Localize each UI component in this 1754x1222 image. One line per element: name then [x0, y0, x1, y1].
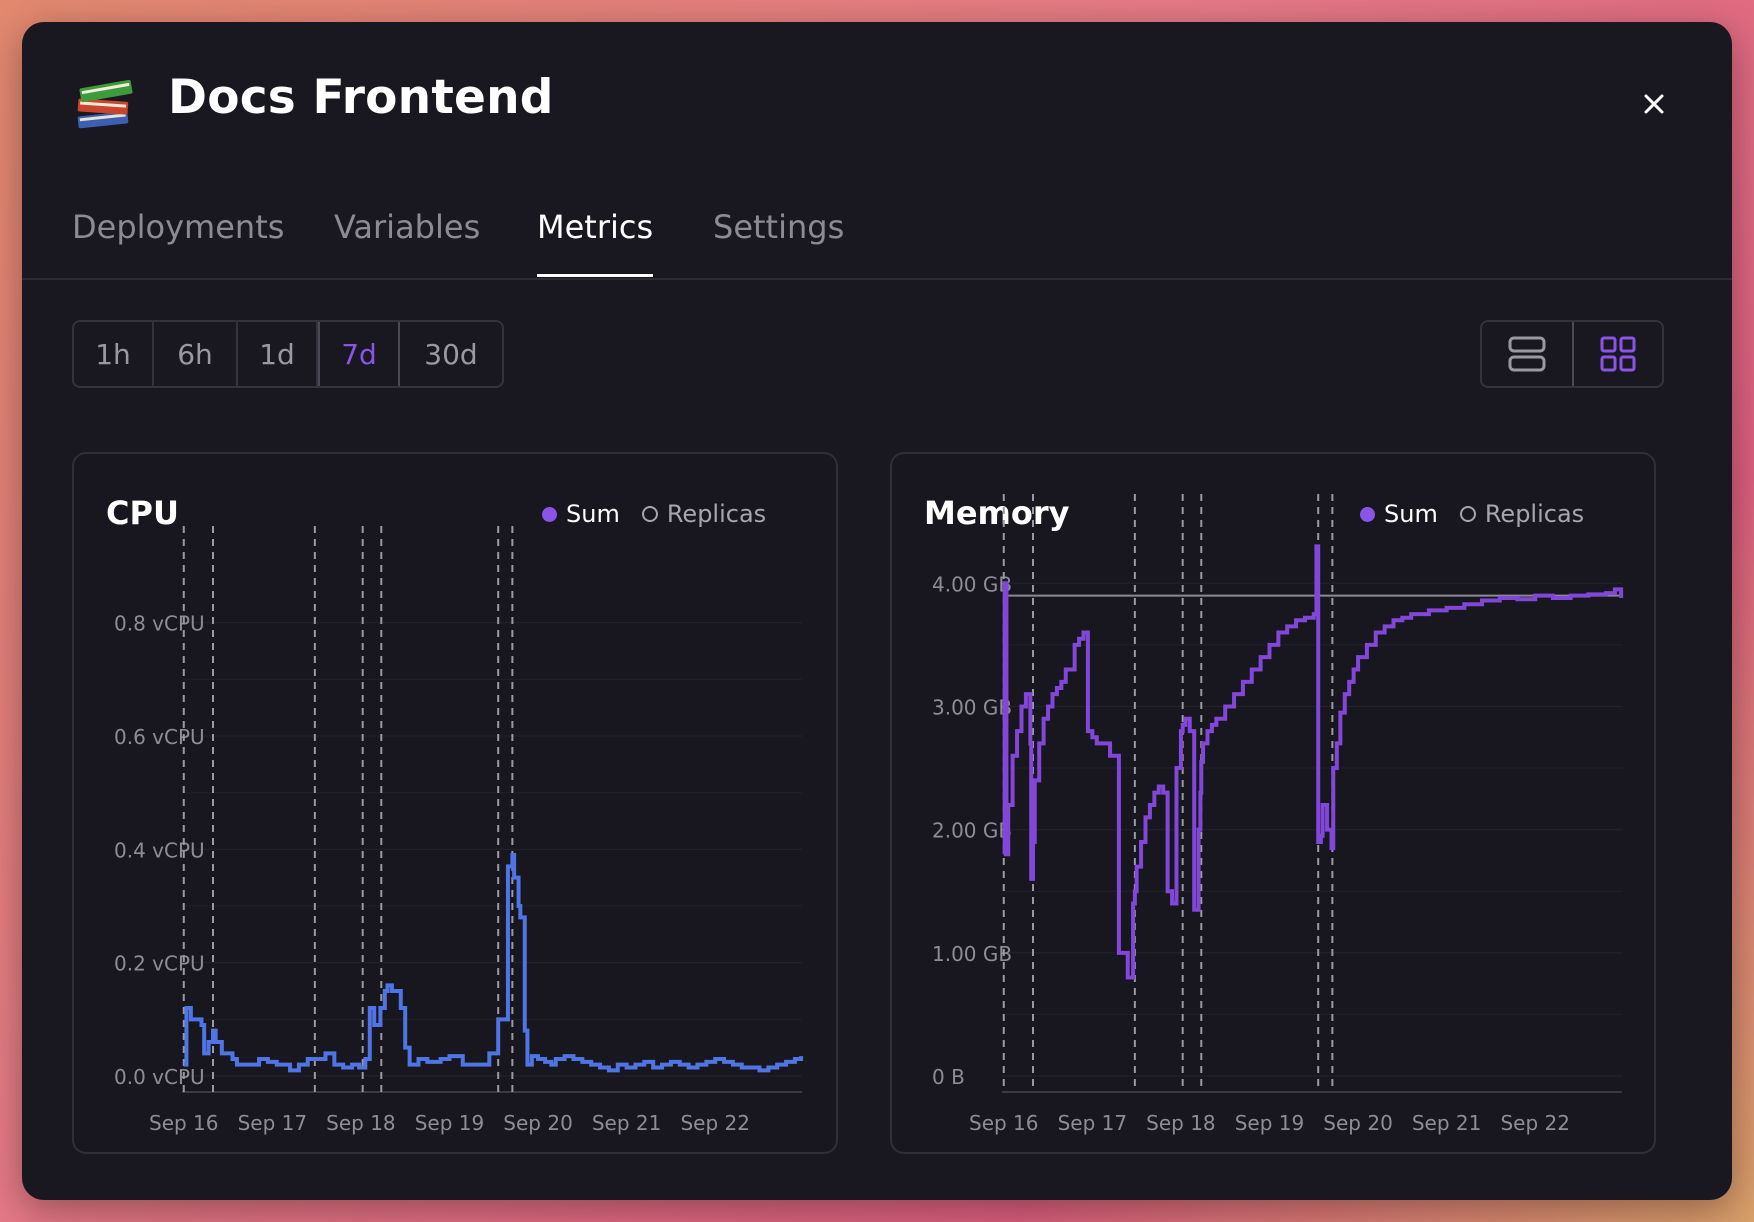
cpu-chart-card: CPU Sum Replicas 0.0 vCPU 0.2 vCPU 0.4 vCP…: [72, 452, 838, 1154]
y-tick-label: 0.2 vCPU: [114, 952, 205, 976]
x-tick-label: Sep 21: [1412, 1111, 1482, 1135]
list-layout-button[interactable]: [1482, 322, 1572, 386]
tab-variables[interactable]: Variables: [334, 208, 481, 246]
x-tick-label: Sep 22: [680, 1111, 750, 1135]
y-tick-label: 2.00 GB: [932, 819, 1012, 843]
series-line-sum: [183, 853, 804, 1073]
panel-header: Docs Frontend: [22, 22, 1732, 172]
grid-layout-icon: [1600, 336, 1636, 372]
x-tick-label: Sep 16: [969, 1111, 1039, 1135]
legend-replicas[interactable]: Replicas: [641, 500, 767, 528]
range-7d-button[interactable]: 7d: [318, 322, 400, 386]
legend-sum[interactable]: Sum: [542, 500, 620, 528]
x-tick-label: Sep 17: [1058, 1111, 1128, 1135]
memory-chart-card: Memory Sum Replicas 0 B 1.00 GB 2.00 GB 3.0…: [890, 452, 1656, 1154]
x-tick-label: Sep 16: [149, 1111, 219, 1135]
tab-bar: Deployments Variables Metrics Settings: [22, 202, 1732, 280]
grid-layout-button[interactable]: [1572, 322, 1662, 386]
range-1d-button[interactable]: 1d: [238, 322, 318, 386]
y-tick-label: 0.0 vCPU: [114, 1065, 205, 1089]
close-button[interactable]: [1632, 82, 1676, 126]
close-icon: [1644, 94, 1664, 114]
layout-toggle: [1480, 320, 1664, 388]
books-icon: [72, 64, 142, 134]
service-panel: Docs Frontend Deployments Variables Metr…: [22, 22, 1732, 1200]
tab-metrics[interactable]: Metrics: [537, 208, 654, 277]
legend-sum[interactable]: Sum: [1360, 500, 1438, 528]
chart-legend: Sum Replicas: [1338, 500, 1584, 528]
range-30d-button[interactable]: 30d: [424, 337, 478, 371]
x-tick-label: Sep 19: [415, 1111, 485, 1135]
range-6h-button[interactable]: 6h: [154, 322, 238, 386]
y-tick-label: 0.4 vCPU: [114, 838, 205, 862]
cpu-chart: 0.0 vCPU 0.2 vCPU 0.4 vCPU 0.6 vCPU 0.8 vCPU…: [114, 526, 804, 1135]
x-tick-label: Sep 20: [503, 1111, 573, 1135]
x-tick-label: Sep 21: [592, 1111, 662, 1135]
y-tick-label: 0.6 vCPU: [114, 725, 205, 749]
series-line-sum: [1002, 544, 1624, 980]
chart-legend: Sum Replicas: [520, 500, 766, 528]
x-tick-label: Sep 18: [326, 1111, 396, 1135]
legend-label: Sum: [1384, 500, 1438, 528]
chart-title: Memory: [924, 494, 1070, 532]
tab-deployments[interactable]: Deployments: [72, 208, 285, 246]
y-tick-label: 1.00 GB: [932, 942, 1012, 966]
tab-settings[interactable]: Settings: [713, 208, 845, 246]
legend-dot: [641, 506, 658, 522]
legend-dot: [542, 506, 557, 522]
time-range-selector: 1h 6h 1d 7d 30d: [72, 320, 504, 388]
legend-label: Replicas: [1484, 500, 1585, 528]
legend-label: Sum: [566, 500, 620, 528]
legend-label: Replicas: [666, 500, 767, 528]
x-tick-label: Sep 20: [1323, 1111, 1393, 1135]
y-tick-label: 4.00 GB: [932, 572, 1012, 596]
x-tick-label: Sep 19: [1235, 1111, 1305, 1135]
range-1h-button[interactable]: 1h: [74, 322, 154, 386]
y-tick-label: 3.00 GB: [932, 695, 1012, 719]
page-title: Docs Frontend: [168, 70, 554, 125]
chart-title: CPU: [106, 494, 179, 532]
y-tick-label: 0.8 vCPU: [114, 612, 205, 636]
legend-replicas[interactable]: Replicas: [1459, 500, 1585, 528]
memory-chart: 0 B 1.00 GB 2.00 GB 3.00 GB 4.00 GB Sep 16 Sep…: [932, 494, 1624, 1135]
x-tick-label: Sep 17: [238, 1111, 308, 1135]
y-tick-label: 0 B: [932, 1065, 965, 1089]
legend-dot: [1459, 506, 1476, 522]
x-tick-label: Sep 22: [1500, 1111, 1570, 1135]
legend-dot: [1360, 506, 1375, 522]
x-tick-label: Sep 18: [1146, 1111, 1216, 1135]
list-layout-icon: [1508, 336, 1546, 372]
